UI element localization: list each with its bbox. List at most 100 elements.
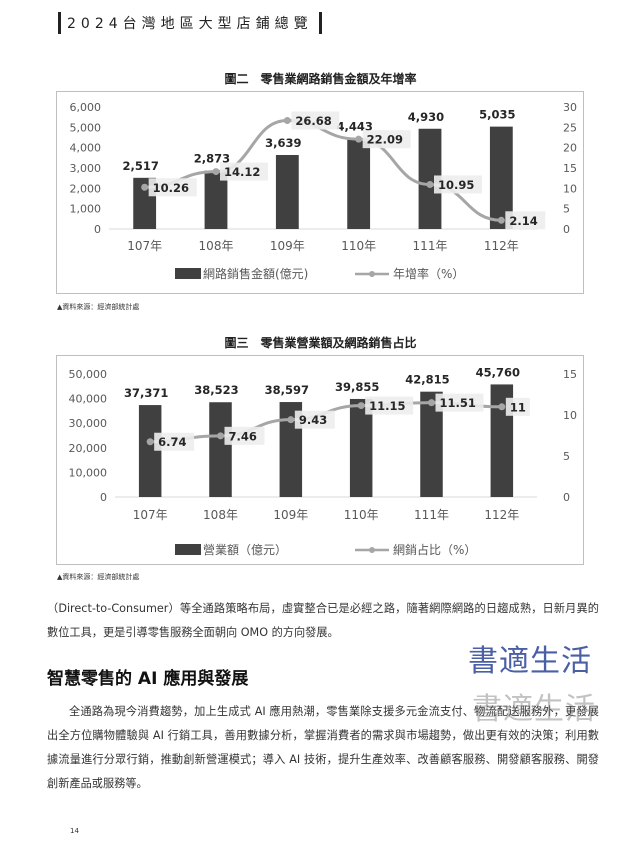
line-label-bg [220,162,268,181]
x-tick-label: 107年 [127,239,162,253]
legend-line-label: 網銷占比（%） [393,542,476,557]
x-tick-label: 110年 [344,508,379,522]
line-value-label: 10.95 [438,178,474,192]
y-right-tick-label: 30 [563,101,577,114]
line-point [283,117,291,125]
x-tick-label: 111年 [413,239,448,253]
legend-bar-label: 網路銷售金額(億元) [203,266,308,281]
bar-value-label: 2,873 [194,152,230,166]
line-value-label: 11.15 [369,399,405,413]
x-tick-label: 112年 [484,508,519,522]
header-title: 2024台灣地區大型店鋪總覽 [67,16,313,32]
running-header: 2024台灣地區大型店鋪總覽 [58,10,322,36]
legend-line-marker [369,547,375,553]
section-heading: 智慧零售的 AI 應用與發展 [47,669,249,689]
bar-value-label: 4,930 [408,110,444,124]
line-series [144,119,502,222]
chart2-frame: 0 1,000 2,000 3,000 4,000 5,000 6,000 0 5 10 15 20 2… [56,91,584,294]
line-point [498,403,506,411]
line-value-label: 7.46 [229,429,257,443]
y-right-tick-label: 10 [563,182,577,195]
line-value-label: 11.51 [440,396,476,410]
paragraph-2: 全通路為現今消費趨勢，加上生成式 AI 應用熱潮，零售業除支援多元金流支付、物流… [47,705,599,790]
y-left-tick-label: 30,000 [69,417,108,430]
bar-value-label: 5,035 [479,108,515,122]
line-point [146,438,154,446]
line-point [212,168,220,176]
bar [138,405,162,497]
line-point [355,135,363,143]
x-tick-label: 108年 [203,508,238,522]
line-label-bg [224,426,265,445]
y-right-tick-label: 20 [563,142,577,155]
y-left-tick-label: 4,000 [70,142,102,155]
line-label-bg [362,130,411,149]
y-right-tick-label: 15 [563,368,577,381]
chart3-source: ▲資料來源：經濟部統計處 [57,573,140,581]
chart2-svg: 0 1,000 2,000 3,000 4,000 5,000 6,000 0 5 10 15 20 2… [70,101,578,281]
line-label-bg [505,211,546,230]
line-value-label: 6.74 [158,435,186,449]
y-left-tick-label: 0 [94,223,101,236]
y-right-tick-label: 15 [563,162,577,175]
x-tick-label: 111年 [414,508,449,522]
bar-value-label: 45,760 [476,365,520,379]
bar-value-label: 38,597 [265,383,309,397]
y-left-tick-label: 3,000 [70,162,102,175]
bar [349,398,373,497]
line-value-label: 2.14 [509,214,537,228]
bar [420,391,443,497]
line-label-bg [435,393,484,412]
chart2-source: ▲資料來源：經濟部統計處 [57,303,140,311]
chart2-caption: 圖二 零售業網路銷售金額及年增率 [224,72,417,86]
bar-value-label: 39,855 [335,380,379,394]
y-left-tick-label: 2,000 [70,182,102,195]
line-label-bg [505,397,530,416]
bar-value-label: 38,523 [194,383,238,397]
bar [204,170,228,229]
line-value-label: 10.26 [153,181,189,195]
x-tick-label: 109年 [270,239,305,253]
line-label-bg [365,396,414,415]
y-right-tick-label: 5 [563,203,570,216]
y-left-tick-label: 20,000 [69,442,108,455]
line-point [217,432,224,440]
line-point [428,399,435,407]
line-label-bg [154,432,195,451]
bar [489,126,513,229]
y-right-tick-label: 10 [563,409,577,422]
page-number: 14 [70,827,79,835]
bar-value-label: 42,815 [405,373,449,387]
y-right-tick-label: 0 [563,223,570,236]
bar [418,128,442,229]
y-right-tick-label: 0 [563,491,570,504]
legend-line-marker [369,271,375,277]
line-label-bg [434,175,482,194]
y-right-tick-label: 25 [563,121,577,134]
y-left-tick-label: 50,000 [69,368,108,381]
x-tick-label: 112年 [484,239,519,253]
chart3-caption: 圖三 零售業營業額及網路銷售占比 [224,336,417,350]
x-tick-label: 108年 [199,239,234,253]
y-right-tick-label: 5 [563,450,570,463]
legend: 營業額（億元） 網銷占比（%） [175,542,476,557]
legend-bar-swatch [175,544,201,555]
line-value-label: 14.12 [224,165,260,179]
bar-value-label: 3,639 [265,136,301,150]
chart3-frame: 0 10,000 20,000 30,000 40,000 50,000 0 5 10 15 37,… [56,355,584,565]
line-point [287,416,295,424]
y-left-tick-label: 0 [100,491,107,504]
header-bar-left [58,12,61,34]
x-tick-label: 107年 [133,508,168,522]
line-point [497,216,505,224]
y-left-tick-label: 1,000 [70,203,102,216]
watermark-secondary: 書適生活 [472,692,596,727]
line-label-bg [291,111,340,130]
header-bar-right [318,12,322,34]
bar [275,155,299,229]
line-label-bg [148,178,197,197]
bar-value-label: 37,371 [124,386,168,400]
y-left-tick-label: 5,000 [70,121,102,134]
line-value-label: 9.43 [299,413,327,427]
y-left-tick-label: 40,000 [69,393,108,406]
